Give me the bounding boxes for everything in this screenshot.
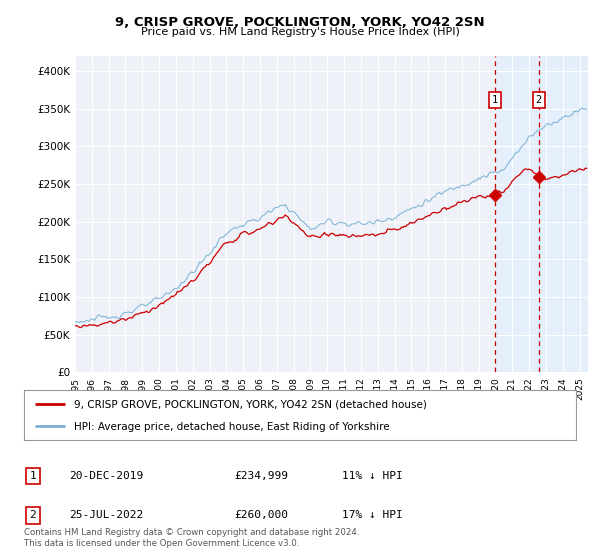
Text: Price paid vs. HM Land Registry's House Price Index (HPI): Price paid vs. HM Land Registry's House …: [140, 27, 460, 37]
Text: 2: 2: [535, 95, 542, 105]
Text: 11% ↓ HPI: 11% ↓ HPI: [342, 471, 403, 481]
Text: 9, CRISP GROVE, POCKLINGTON, YORK, YO42 2SN (detached house): 9, CRISP GROVE, POCKLINGTON, YORK, YO42 …: [74, 399, 427, 409]
Text: Contains HM Land Registry data © Crown copyright and database right 2024.
This d: Contains HM Land Registry data © Crown c…: [24, 528, 359, 548]
Text: 17% ↓ HPI: 17% ↓ HPI: [342, 510, 403, 520]
Text: 1: 1: [29, 471, 37, 481]
Bar: [495, 56, 588, 372]
Text: 20-DEC-2019: 20-DEC-2019: [69, 471, 143, 481]
Text: 2: 2: [29, 510, 37, 520]
Text: 9, CRISP GROVE, POCKLINGTON, YORK, YO42 2SN: 9, CRISP GROVE, POCKLINGTON, YORK, YO42 …: [115, 16, 485, 29]
Text: £234,999: £234,999: [234, 471, 288, 481]
Text: 25-JUL-2022: 25-JUL-2022: [69, 510, 143, 520]
Text: £260,000: £260,000: [234, 510, 288, 520]
Text: 1: 1: [492, 95, 498, 105]
Text: HPI: Average price, detached house, East Riding of Yorkshire: HPI: Average price, detached house, East…: [74, 422, 389, 432]
